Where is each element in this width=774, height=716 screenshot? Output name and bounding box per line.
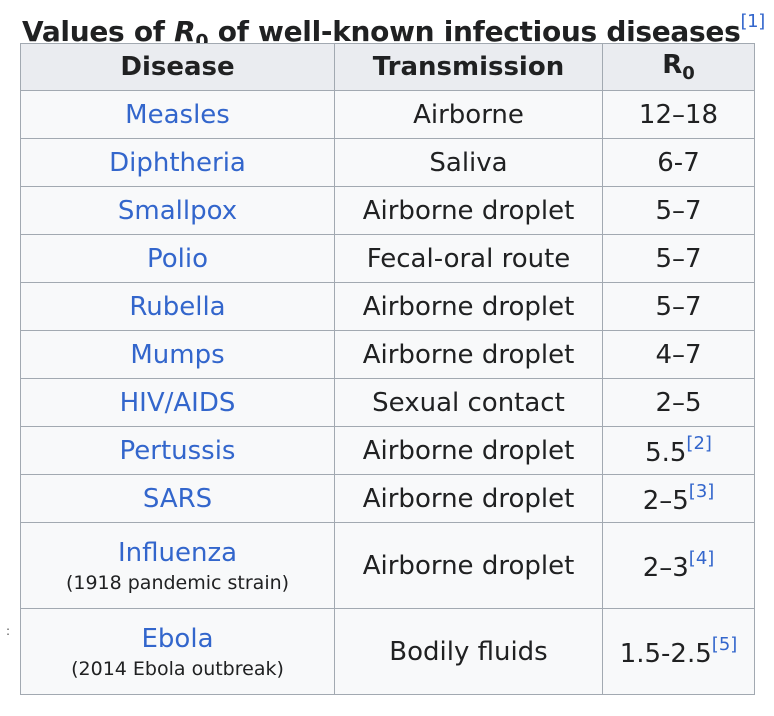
disease-cell: Diphtheria: [20, 138, 335, 187]
table-row: SARS Airborne droplet 2–5[3]: [20, 474, 755, 523]
transmission-cell: Airborne droplet: [334, 522, 603, 609]
reference-link[interactable]: [4]: [688, 548, 715, 569]
caption-reference-link[interactable]: [1]: [740, 11, 766, 32]
diseases-table: Disease Transmission R0 Measles Airborne 1…: [20, 43, 755, 695]
disease-link[interactable]: HIV/AIDS: [119, 387, 236, 418]
r0-cell: 2–5: [602, 378, 755, 427]
r0-value: 2–5: [642, 486, 689, 516]
r0-value: 12–18: [638, 99, 719, 130]
header-r0[interactable]: R0: [602, 43, 755, 91]
table-caption: Values of R0 of well-known infectious di…: [22, 2, 766, 53]
disease-link[interactable]: Polio: [146, 243, 208, 274]
transmission-cell: Airborne droplet: [334, 330, 603, 379]
disease-link[interactable]: SARS: [142, 483, 213, 514]
disease-cell: HIV/AIDS: [20, 378, 335, 427]
r0-cell: 1.5-2.5[5]: [602, 608, 755, 695]
disease-link[interactable]: Ebola: [141, 623, 214, 654]
transmission-cell: Fecal-oral route: [334, 234, 603, 283]
r0-value: 5.5: [645, 438, 687, 468]
disease-cell: Ebola (2014 Ebola outbreak): [20, 608, 335, 695]
header-transmission[interactable]: Transmission: [334, 43, 603, 91]
table-row: Diphtheria Saliva 6-7: [20, 138, 755, 187]
disease-cell: Polio: [20, 234, 335, 283]
r0-cell: 2–5[3]: [602, 474, 755, 523]
transmission-cell: Airborne: [334, 90, 603, 139]
r0-value: 1.5-2.5: [619, 639, 712, 669]
transmission-cell: Airborne droplet: [334, 474, 603, 523]
table-row: Pertussis Airborne droplet 5.5[2]: [20, 426, 755, 475]
table-row: Rubella Airborne droplet 5–7: [20, 282, 755, 331]
table-row: HIV/AIDS Sexual contact 2–5: [20, 378, 755, 427]
reference-link[interactable]: [3]: [688, 481, 715, 502]
caption-prefix: Values of: [22, 15, 175, 48]
disease-cell: Rubella: [20, 282, 335, 331]
transmission-cell: Airborne droplet: [334, 282, 603, 331]
disease-link[interactable]: Influenza: [117, 537, 238, 568]
r0-value: 5–7: [655, 291, 702, 322]
transmission-cell: Airborne droplet: [334, 426, 603, 475]
disease-link[interactable]: Mumps: [130, 339, 225, 370]
transmission-cell: Saliva: [334, 138, 603, 187]
r0-cell: 5–7: [602, 186, 755, 235]
r0-value: 2–5: [655, 387, 702, 418]
transmission-cell: Airborne droplet: [334, 186, 603, 235]
reference-link[interactable]: [5]: [711, 634, 738, 655]
disease-cell: SARS: [20, 474, 335, 523]
disease-cell: Smallpox: [20, 186, 335, 235]
disease-link[interactable]: Rubella: [129, 291, 226, 322]
reference-link[interactable]: [2]: [686, 433, 712, 454]
table-body: Measles Airborne 12–18 Diphtheria Saliva 6-7 S…: [20, 90, 755, 695]
r0-value: 5–7: [655, 195, 702, 226]
r0-cell: 4–7: [602, 330, 755, 379]
r0-cell: 5–7: [602, 234, 755, 283]
r0-value: 5–7: [655, 243, 702, 274]
transmission-cell: Bodily fluids: [334, 608, 603, 695]
table-row: Ebola (2014 Ebola outbreak) Bodily fluids 1…: [20, 608, 755, 695]
disease-link[interactable]: Pertussis: [119, 435, 236, 466]
header-r0-symbol: R: [662, 49, 683, 80]
disease-cell: Influenza (1918 pandemic strain): [20, 522, 335, 609]
disease-note: (2014 Ebola outbreak): [71, 657, 284, 680]
transmission-cell: Sexual contact: [334, 378, 603, 427]
table-row: Influenza (1918 pandemic strain) Airborne …: [20, 522, 755, 609]
disease-cell: Pertussis: [20, 426, 335, 475]
table-row: Smallpox Airborne droplet 5–7: [20, 186, 755, 235]
disease-link[interactable]: Smallpox: [117, 195, 238, 226]
r0-cell: 2–3[4]: [602, 522, 755, 609]
table-row: Mumps Airborne droplet 4–7: [20, 330, 755, 379]
caption-suffix: of well-known infectious diseases: [208, 15, 741, 48]
disease-cell: Measles: [20, 90, 335, 139]
r0-cell: 6-7: [602, 138, 755, 187]
header-r0-subscript: 0: [682, 63, 695, 85]
disease-note: (1918 pandemic strain): [65, 571, 290, 594]
r0-cell: 5–7: [602, 282, 755, 331]
header-disease[interactable]: Disease: [20, 43, 335, 91]
table-row: Measles Airborne 12–18: [20, 90, 755, 139]
gutter-mark: :: [6, 624, 11, 638]
disease-cell: Mumps: [20, 330, 335, 379]
r0-value: 2–3: [642, 553, 689, 583]
r0-cell: 12–18: [602, 90, 755, 139]
caption-r0-symbol: R: [174, 15, 196, 48]
r0-value: 4–7: [655, 339, 702, 370]
disease-link[interactable]: Diphtheria: [109, 147, 246, 178]
table-row: Polio Fecal-oral route 5–7: [20, 234, 755, 283]
disease-link[interactable]: Measles: [125, 99, 230, 130]
header-row: Disease Transmission R0: [20, 43, 755, 91]
r0-value: 6-7: [657, 147, 700, 178]
r0-cell: 5.5[2]: [602, 426, 755, 475]
